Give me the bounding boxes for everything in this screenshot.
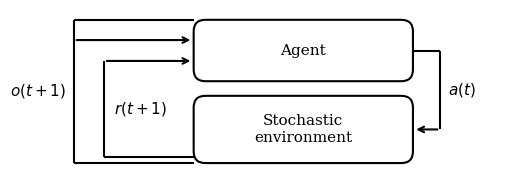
FancyBboxPatch shape bbox=[194, 96, 413, 163]
Text: $r(t+1)$: $r(t+1)$ bbox=[114, 100, 167, 118]
Text: Stochastic
environment: Stochastic environment bbox=[254, 114, 352, 145]
FancyBboxPatch shape bbox=[194, 20, 413, 81]
Text: Agent: Agent bbox=[280, 43, 326, 57]
Text: $a(t)$: $a(t)$ bbox=[448, 81, 476, 99]
Text: $o(t+1)$: $o(t+1)$ bbox=[10, 82, 66, 100]
